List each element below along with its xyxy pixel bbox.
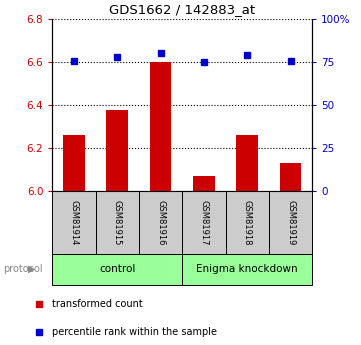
Bar bbox=[280, 164, 301, 191]
Bar bbox=[182, 254, 312, 285]
Text: GSM81916: GSM81916 bbox=[156, 200, 165, 245]
Text: ▶: ▶ bbox=[28, 264, 36, 274]
Bar bbox=[226, 191, 269, 254]
Title: GDS1662 / 142883_at: GDS1662 / 142883_at bbox=[109, 3, 255, 17]
Bar bbox=[106, 109, 128, 191]
Bar bbox=[52, 254, 182, 285]
Text: control: control bbox=[99, 264, 135, 274]
Bar bbox=[182, 191, 226, 254]
Bar bbox=[236, 135, 258, 191]
Text: percentile rank within the sample: percentile rank within the sample bbox=[52, 327, 217, 337]
Text: GSM81919: GSM81919 bbox=[286, 200, 295, 245]
Bar bbox=[150, 62, 171, 191]
Text: GSM81915: GSM81915 bbox=[113, 200, 122, 245]
Bar bbox=[193, 176, 215, 191]
Text: GSM81917: GSM81917 bbox=[200, 200, 208, 245]
Bar bbox=[139, 191, 182, 254]
Text: GSM81918: GSM81918 bbox=[243, 200, 252, 245]
Bar bbox=[96, 191, 139, 254]
Text: protocol: protocol bbox=[4, 264, 43, 274]
Text: GSM81914: GSM81914 bbox=[70, 200, 78, 245]
Text: transformed count: transformed count bbox=[52, 299, 143, 309]
Bar bbox=[63, 135, 85, 191]
Bar bbox=[52, 191, 96, 254]
Text: Enigma knockdown: Enigma knockdown bbox=[196, 264, 298, 274]
Bar bbox=[269, 191, 312, 254]
